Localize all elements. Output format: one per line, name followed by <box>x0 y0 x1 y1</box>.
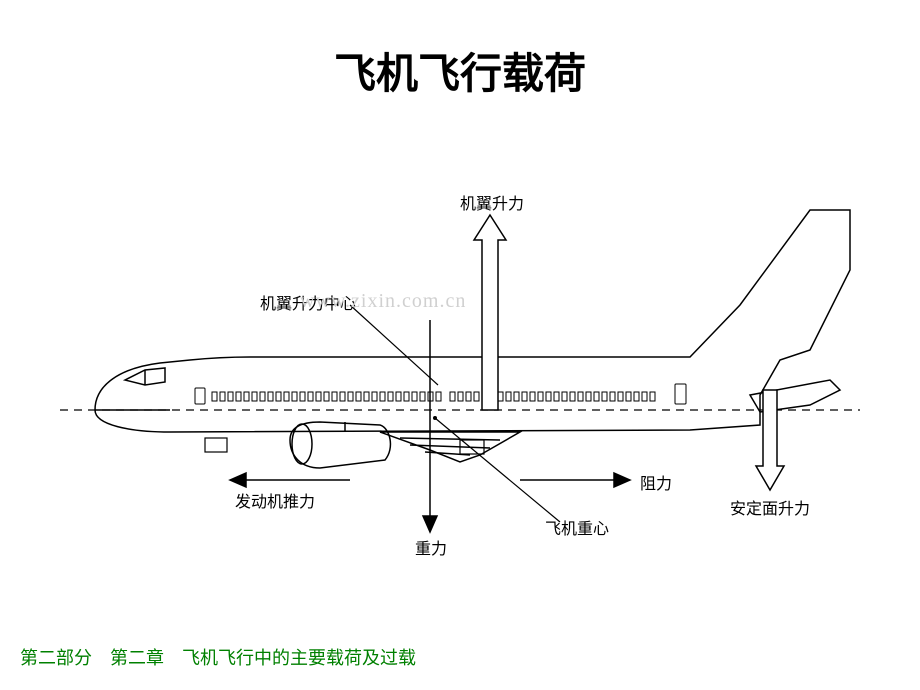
footer: 第二部分 第二章 飞机飞行中的主要载荷及过载 <box>20 644 416 670</box>
windows <box>195 384 686 404</box>
label-wing-lift: 机翼升力 <box>460 190 524 214</box>
label-gravity: 重力 <box>415 535 447 559</box>
label-stab-lift: 安定面升力 <box>730 495 810 519</box>
wing <box>380 432 520 462</box>
aircraft-diagram: 机翼升力 机翼升力中心 发动机推力 重力 飞机重心 阻力 安定面升力 www.z… <box>50 150 870 580</box>
cg-leader <box>435 418 560 522</box>
fuselage <box>95 210 850 432</box>
engine <box>290 422 390 468</box>
gravity-arrow <box>423 320 437 532</box>
label-cg: 飞机重心 <box>545 515 609 539</box>
footer-subject: 飞机飞行中的主要载荷及过载 <box>182 648 416 668</box>
label-thrust: 发动机推力 <box>235 488 315 512</box>
footer-part: 第二部分 <box>20 648 92 668</box>
lift-arrow <box>474 215 506 410</box>
drag-arrow <box>520 473 630 487</box>
cg-point <box>433 416 437 420</box>
page-title: 飞机飞行载荷 <box>0 40 920 101</box>
thrust-arrow <box>230 473 350 487</box>
watermark: www.zixin.com.cn <box>300 290 466 313</box>
label-drag: 阻力 <box>640 470 672 494</box>
footer-chapter: 第二章 <box>110 648 164 668</box>
lift-center-leader <box>350 305 438 385</box>
